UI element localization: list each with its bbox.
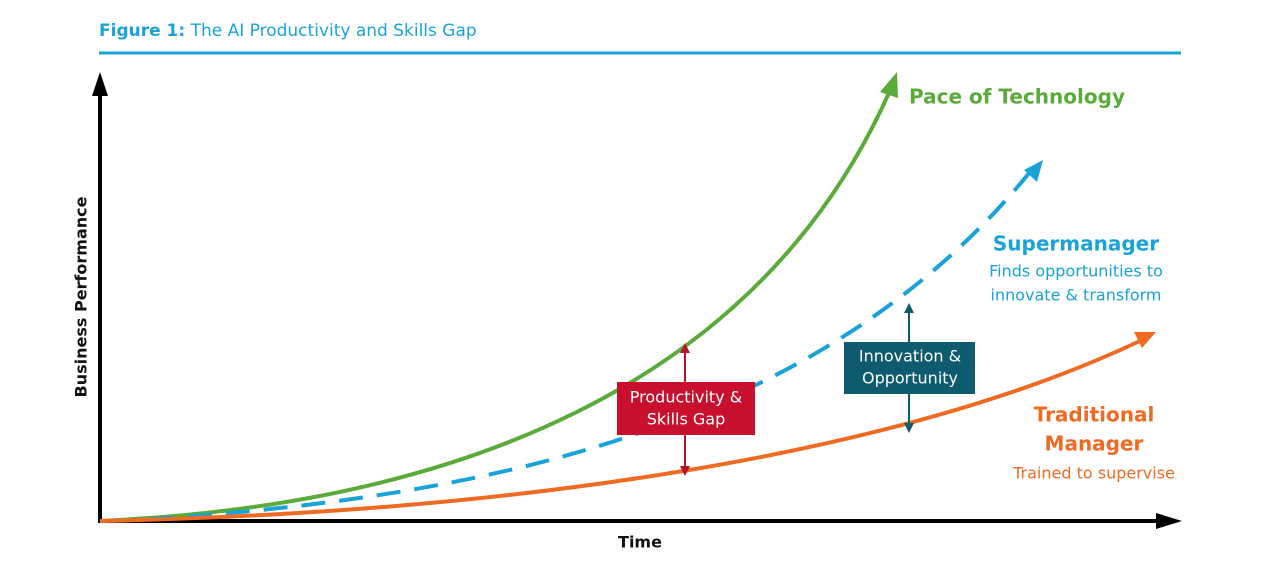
gap-label: Skills Gap [647,410,726,429]
gap-box [844,342,975,394]
traditional-arrow [1134,332,1156,348]
gap-label: Productivity & [630,388,742,407]
gap-box [617,382,755,435]
curve-description: Trained to supervise [1012,464,1175,483]
gap-label: Opportunity [862,369,958,388]
curve-description: Finds opportunities to [989,262,1163,281]
gap-arrow-head [904,423,914,433]
supermanager-arrow [1024,160,1043,182]
curve-label: Manager [1045,432,1144,456]
curve-label: Pace of Technology [909,85,1125,109]
y-axis-arrow [92,72,108,96]
gap-arrow-head [680,343,690,353]
gap-label: Innovation & [859,347,961,366]
curve-label: Traditional [1034,403,1155,427]
x-axis-label: Time [618,533,662,552]
x-axis-arrow [1156,513,1182,529]
curve-description: innovate & transform [991,286,1162,305]
y-axis-label: Business Performance [72,196,91,397]
technology-curve [99,85,894,523]
figure-title: The AI Productivity and Skills Gap [190,21,477,41]
curve-label: Supermanager [993,232,1159,256]
gap-arrow-head [680,466,690,476]
gap-arrow-head [904,303,914,313]
title-line: Figure 1: The AI Productivity and Skills… [99,21,477,41]
figure-label: Figure 1: [99,21,185,41]
technology-arrow [880,72,898,98]
